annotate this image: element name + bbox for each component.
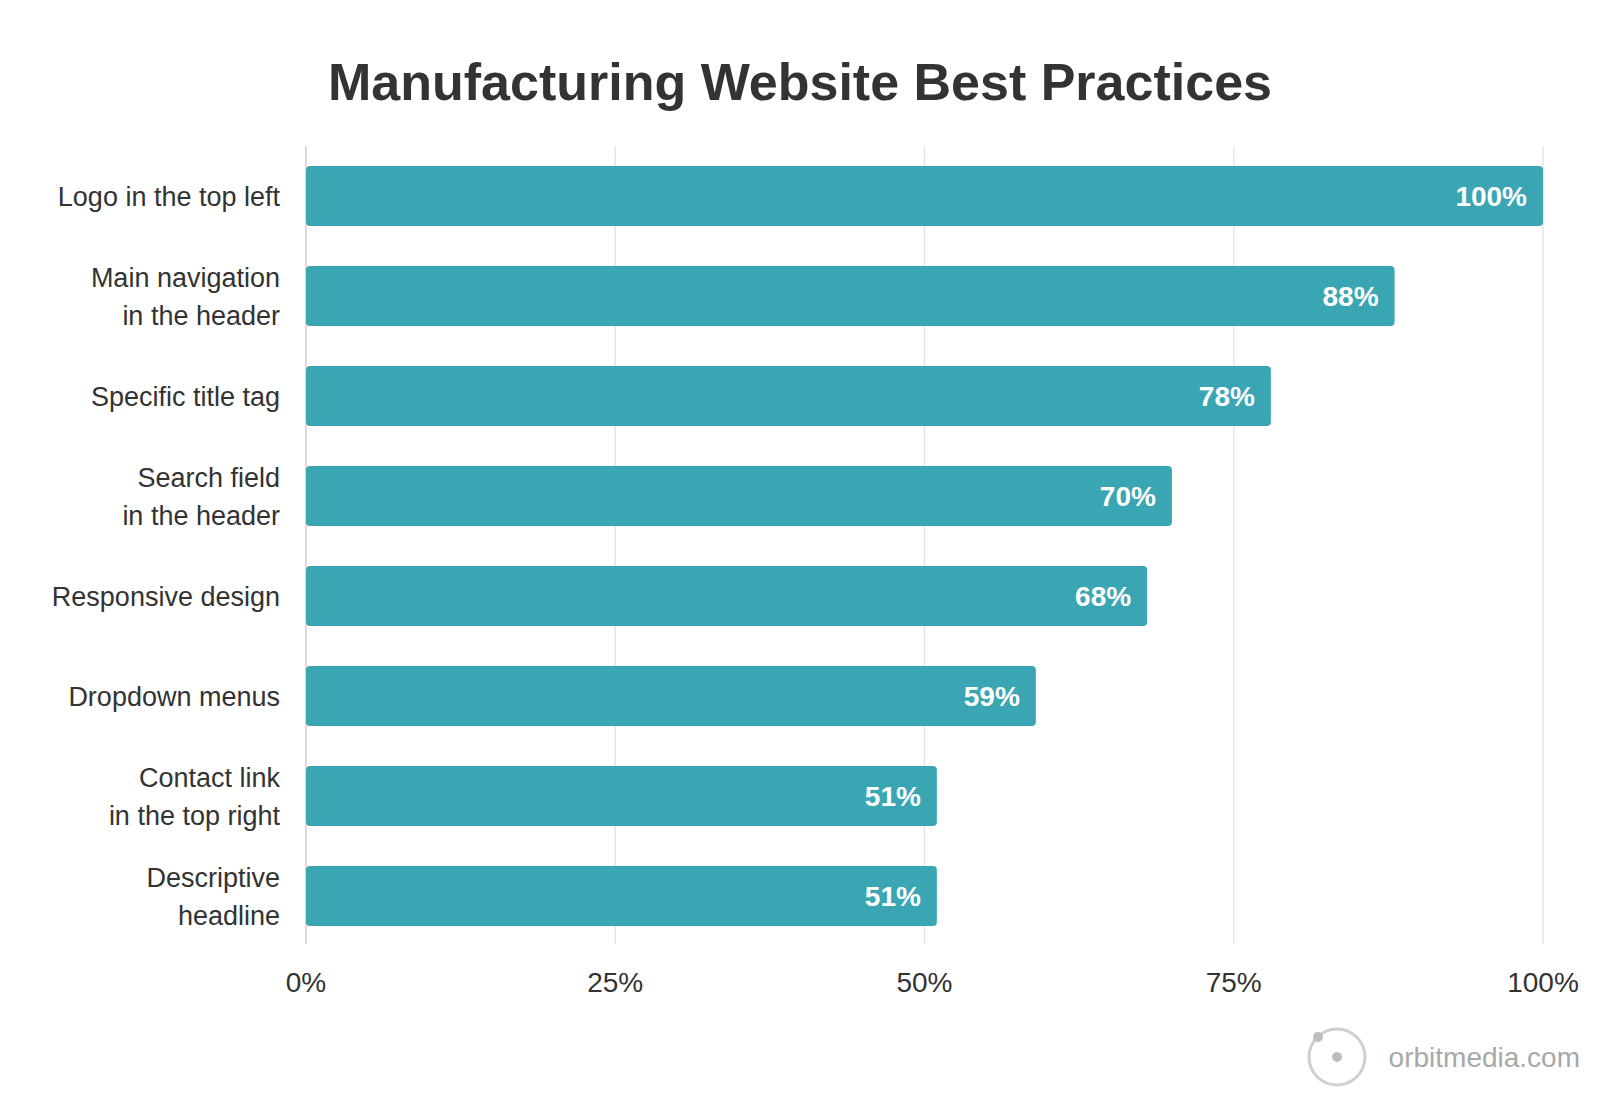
data-label: 59% [964, 681, 1020, 712]
data-label: 78% [1199, 381, 1255, 412]
bar [306, 666, 1036, 726]
data-label: 68% [1075, 581, 1131, 612]
bar [306, 166, 1543, 226]
title: Manufacturing Website Best Practices [328, 53, 1272, 111]
category-label-line: Logo in the top left [58, 182, 281, 212]
grid-line [1542, 146, 1544, 944]
data-labels: 100% 88% 78% 70% 68% 59% 51% 51% [865, 181, 1527, 912]
data-label: 51% [865, 881, 921, 912]
category-label: Logo in the top left [58, 182, 281, 212]
watermark-icon-dot [1313, 1032, 1323, 1042]
category-label: Descriptive headline [146, 863, 280, 931]
x-tick-labels: 0% 25% 50% 75% 100% [286, 967, 1579, 998]
category-label-line: Search field [137, 463, 280, 493]
category-label: Responsive design [52, 582, 280, 612]
bar [306, 566, 1147, 626]
category-label: Search field in the header [122, 463, 280, 531]
tick-label: 25% [587, 967, 643, 998]
category-label-line: Descriptive [146, 863, 280, 893]
category-label-line: Specific title tag [91, 382, 280, 412]
bars [306, 166, 1543, 926]
category-label: Contact link in the top right [109, 763, 281, 831]
watermark-icon-dot [1332, 1052, 1342, 1062]
tick-label: 100% [1507, 967, 1579, 998]
bar [306, 466, 1172, 526]
watermark-icon [1309, 1029, 1365, 1085]
category-label-line: in the top right [109, 801, 281, 831]
category-label: Specific title tag [91, 382, 280, 412]
category-label-line: Dropdown menus [68, 682, 280, 712]
bar [306, 266, 1395, 326]
data-label: 70% [1100, 481, 1156, 512]
chart: Manufacturing Website Best Practices 0% 25… [0, 0, 1600, 1108]
category-label-line: Responsive design [52, 582, 280, 612]
bar [306, 766, 937, 826]
category-label-line: Contact link [139, 763, 281, 793]
category-label: Main navigation in the header [91, 263, 280, 331]
category-labels: Logo in the top left Main navigation in th… [52, 182, 281, 931]
bar [306, 866, 937, 926]
tick-label: 50% [896, 967, 952, 998]
tick-label: 0% [286, 967, 326, 998]
grid-line [305, 146, 307, 944]
data-label: 88% [1323, 281, 1379, 312]
category-label-line: in the header [122, 501, 280, 531]
grid [306, 146, 1543, 944]
tick-label: 75% [1206, 967, 1262, 998]
grid-line [1233, 146, 1235, 944]
chart-container: Manufacturing Website Best Practices 0% 25… [0, 0, 1600, 1108]
annotation: orbitmedia.com [1389, 1042, 1580, 1073]
category-label: Dropdown menus [68, 682, 280, 712]
category-label-line: headline [178, 901, 280, 931]
data-label: 51% [865, 781, 921, 812]
watermark: orbitmedia.com [1309, 1029, 1580, 1085]
category-label-line: in the header [122, 301, 280, 331]
bar [306, 366, 1271, 426]
data-label: 100% [1455, 181, 1527, 212]
category-label-line: Main navigation [91, 263, 280, 293]
